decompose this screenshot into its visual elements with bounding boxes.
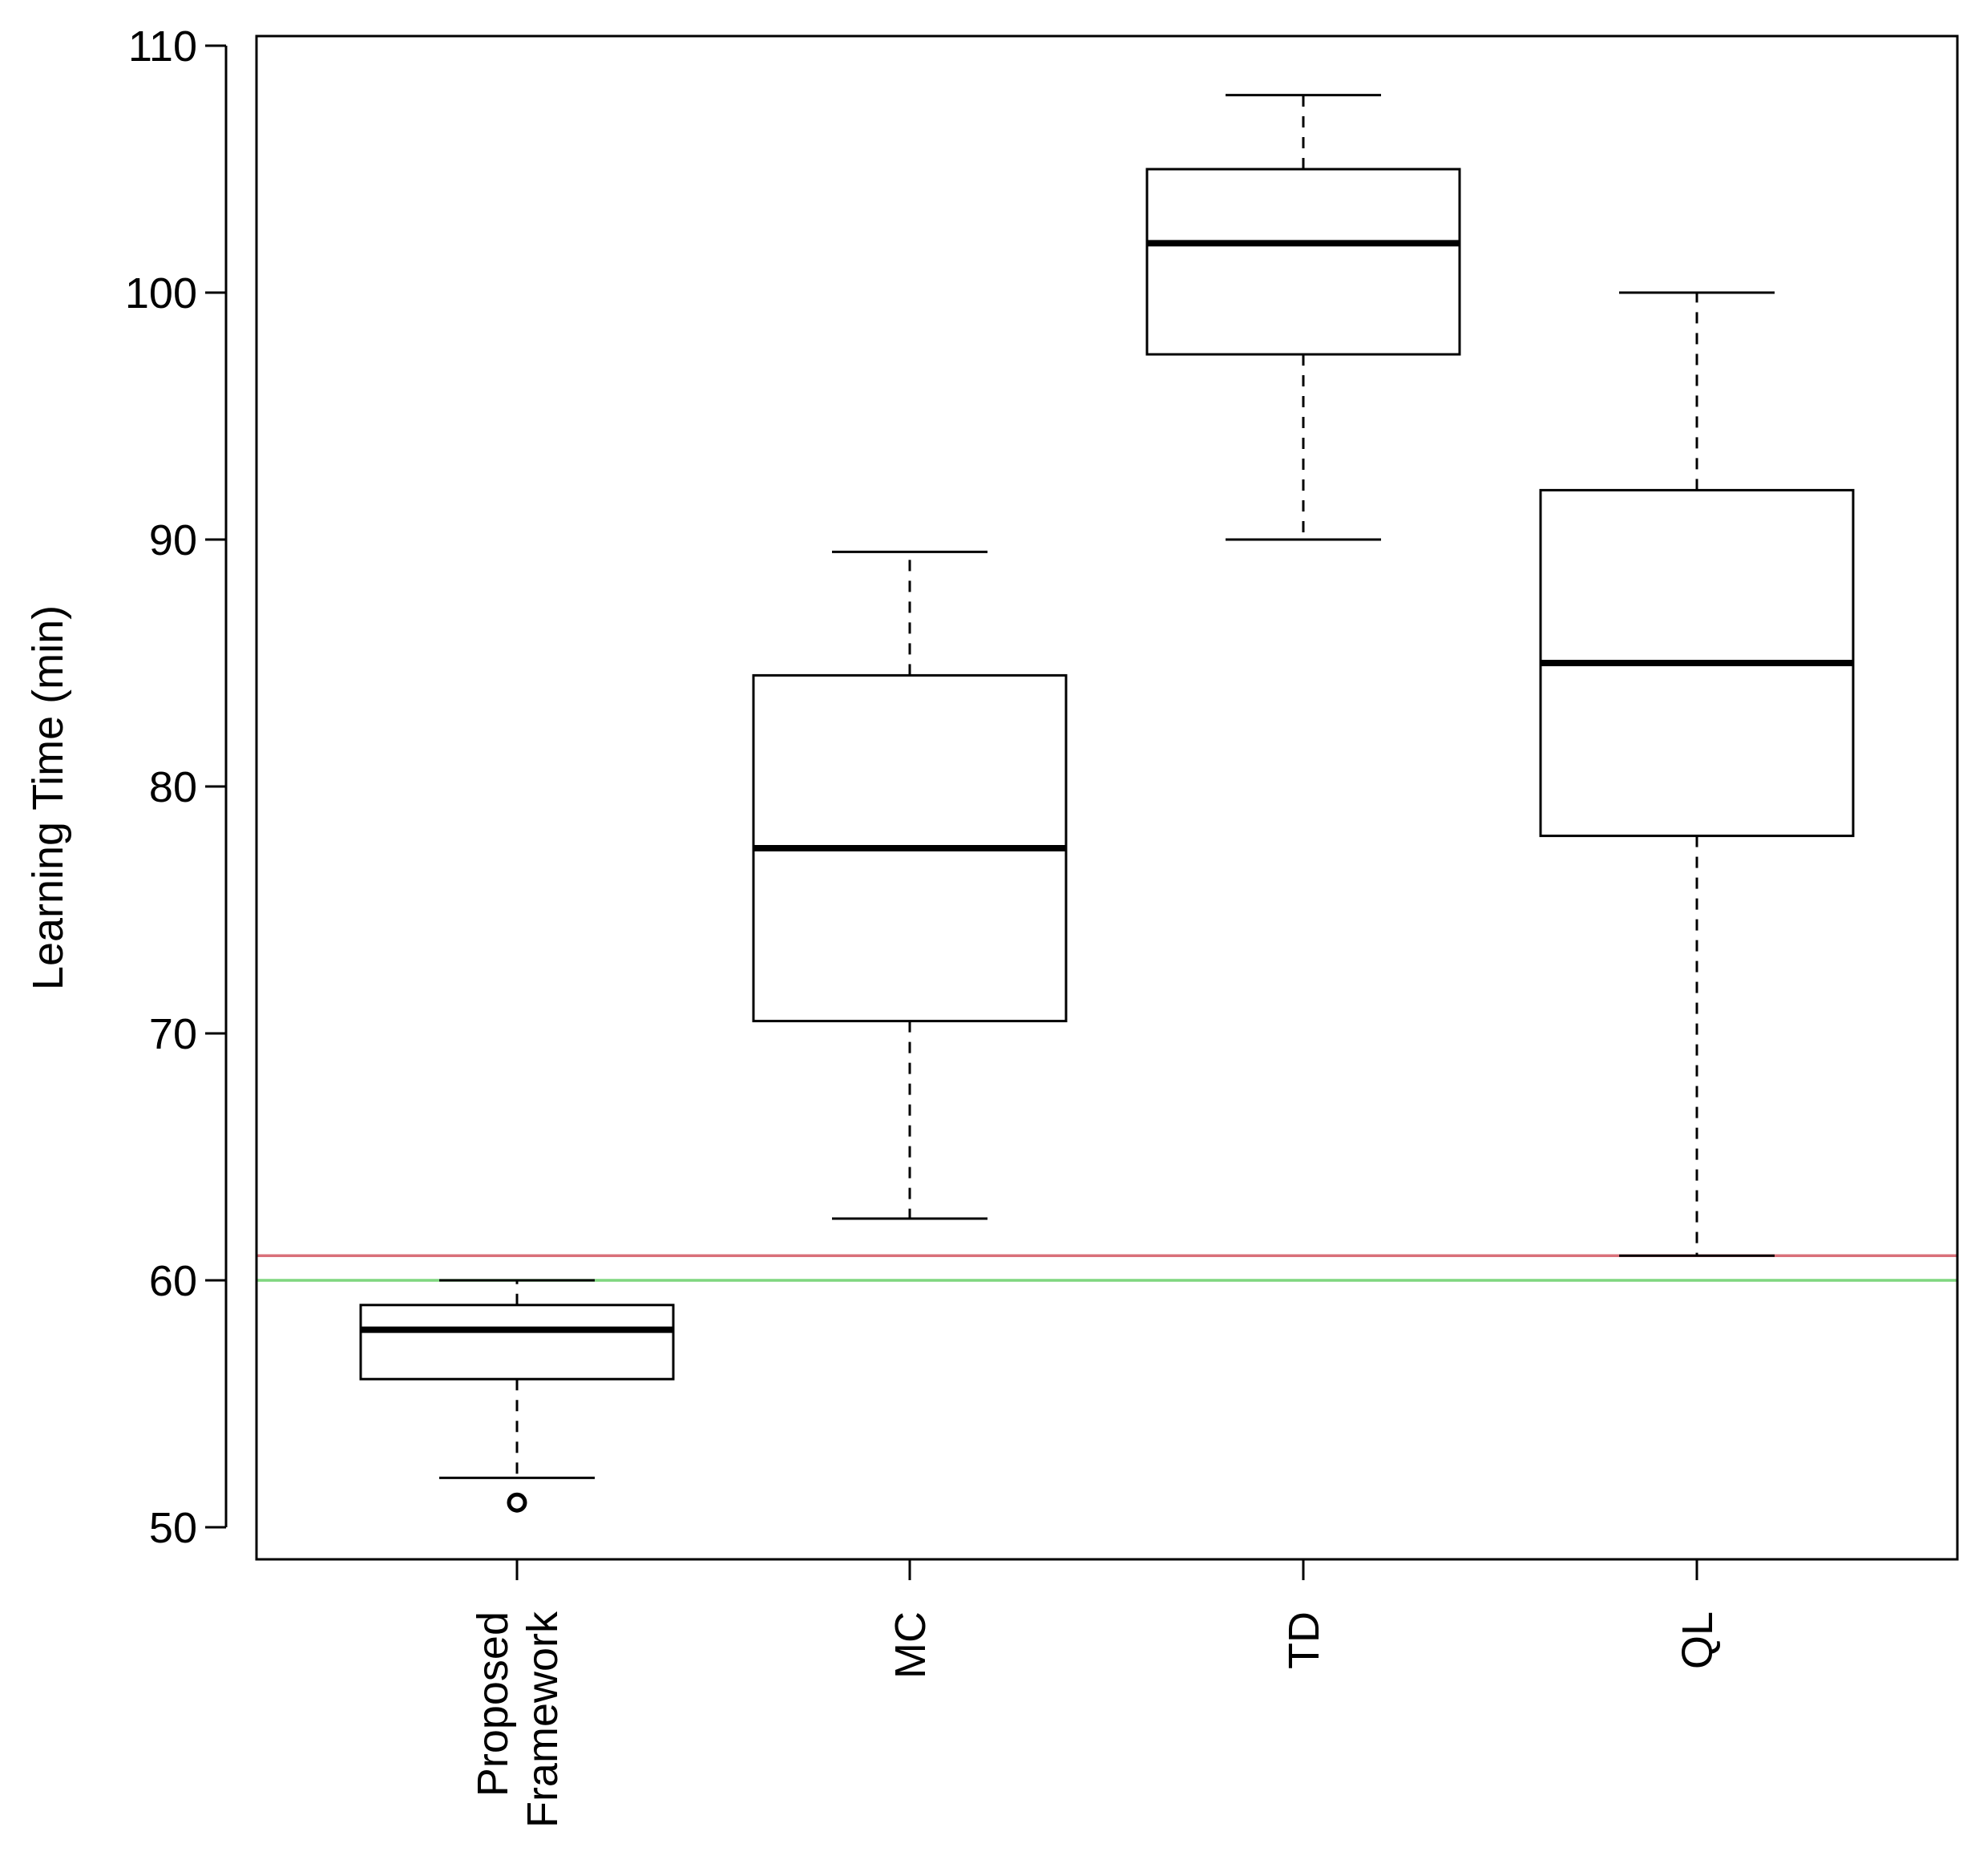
x-category-label: MC: [887, 1611, 935, 1679]
box-group: [752, 550, 1068, 1220]
box-iqr: [359, 1304, 675, 1381]
y-axis: 50 60 70 80 90 100 110: [125, 22, 228, 1552]
y-axis-title: Learning Time (min): [24, 605, 72, 990]
box-group: [1145, 94, 1461, 541]
box-iqr: [1145, 168, 1461, 356]
x-category-label: TD: [1280, 1611, 1328, 1669]
y-tick-label: 50: [149, 1504, 197, 1552]
y-tick-label: 70: [149, 1010, 197, 1058]
x-category-label: Framework: [519, 1611, 567, 1828]
box-group: [1539, 291, 1855, 1257]
x-category-label: Proposed: [469, 1611, 517, 1797]
y-tick-label: 60: [149, 1257, 197, 1305]
y-tick-label: 100: [125, 269, 197, 317]
y-tick-label: 90: [149, 516, 197, 564]
box-group: [359, 1279, 675, 1513]
y-tick-label: 110: [128, 22, 197, 71]
plot-frame: [255, 34, 1959, 1561]
x-axis: Proposed Framework MC TD QL: [469, 1559, 1722, 1828]
x-category-label: QL: [1674, 1611, 1722, 1669]
outlier-point: [507, 1492, 527, 1513]
y-tick-label: 80: [149, 763, 197, 811]
boxes-layer: [359, 94, 1855, 1513]
